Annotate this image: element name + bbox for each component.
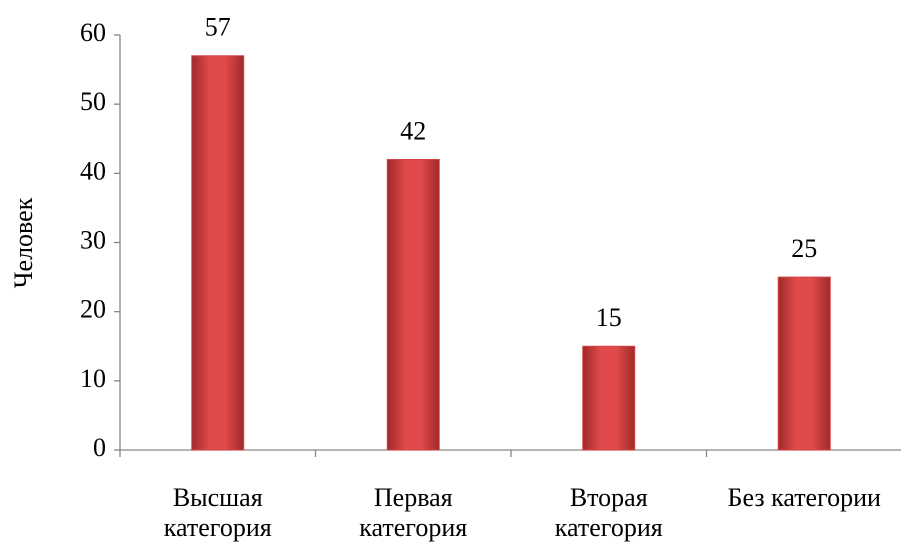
y-tick-label: 10 — [80, 364, 106, 393]
value-label: 42 — [400, 116, 426, 145]
bar — [386, 159, 440, 451]
y-axis-title: Человек — [9, 197, 38, 288]
y-tick-label: 30 — [80, 225, 106, 254]
y-tick-label: 40 — [80, 156, 106, 185]
x-tick-label: Вторая категория — [554, 483, 663, 542]
bar — [777, 276, 831, 451]
y-tick-label: 20 — [80, 295, 106, 324]
bar — [582, 345, 636, 451]
bar — [191, 55, 245, 451]
value-label: 15 — [596, 303, 622, 332]
x-tick-label: Высшая категория — [163, 483, 272, 542]
y-tick-label: 0 — [93, 433, 106, 462]
x-tick-label: Первая категория — [359, 483, 468, 542]
y-tick-label: 50 — [80, 87, 106, 116]
x-tick-label: Без категории — [727, 483, 881, 512]
value-label: 25 — [791, 234, 817, 263]
y-tick-label: 60 — [80, 18, 106, 47]
value-label: 57 — [205, 13, 231, 42]
